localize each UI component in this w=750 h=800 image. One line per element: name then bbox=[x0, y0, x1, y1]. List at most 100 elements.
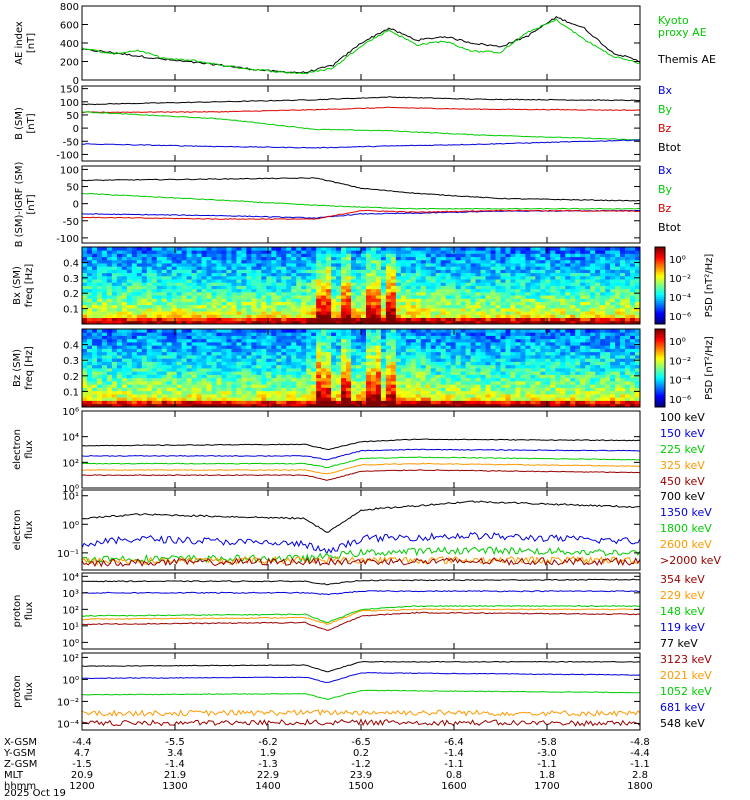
spectrogram-cell bbox=[261, 256, 267, 261]
spectrogram-cell bbox=[161, 361, 168, 366]
spectrogram-cell bbox=[605, 256, 611, 261]
spectrogram-cell bbox=[346, 348, 352, 353]
spectrogram-cell bbox=[186, 397, 193, 401]
spectrogram-cell bbox=[231, 355, 237, 359]
spectrogram-cell bbox=[410, 397, 417, 401]
spectrogram-cell bbox=[440, 397, 447, 401]
spectrogram-cell bbox=[540, 314, 546, 318]
spectrogram-cell bbox=[136, 400, 143, 405]
spectrogram-cell bbox=[370, 335, 377, 340]
spectrogram-cell bbox=[246, 269, 252, 274]
spectrogram-cell bbox=[385, 253, 392, 258]
spectrogram-cell bbox=[460, 351, 467, 356]
spectrogram-cell bbox=[341, 361, 347, 366]
spectrogram-cell bbox=[415, 272, 422, 277]
spectrogram-cell bbox=[570, 279, 576, 283]
spectrogram-cell bbox=[346, 394, 352, 398]
spectrogram-cell bbox=[176, 338, 183, 343]
spectrogram-cell bbox=[395, 400, 402, 405]
spectrogram-cell bbox=[331, 403, 337, 408]
spectrogram-cell bbox=[291, 371, 297, 375]
spectrogram-cell bbox=[206, 247, 212, 251]
spectrogram-cell bbox=[276, 320, 282, 325]
spectrogram-cell bbox=[510, 266, 516, 270]
spectrogram-cell bbox=[141, 269, 148, 274]
spectrogram-cell bbox=[136, 247, 143, 251]
spectrogram-cell bbox=[455, 269, 462, 274]
spectrogram-cell bbox=[131, 256, 138, 261]
spectrogram-cell bbox=[91, 285, 98, 290]
spectrogram-cell bbox=[186, 355, 193, 359]
spectrogram-cell bbox=[625, 320, 631, 325]
spectrogram-cell bbox=[331, 256, 337, 261]
spectrogram-cell bbox=[415, 295, 422, 299]
spectrogram-cell bbox=[226, 307, 232, 312]
spectrogram-cell bbox=[226, 263, 232, 267]
spectrogram-cell bbox=[370, 358, 377, 362]
spectrogram-cell bbox=[236, 394, 242, 398]
spectrogram-cell bbox=[266, 282, 272, 286]
spectrogram-cell bbox=[211, 317, 217, 322]
spectrogram-cell bbox=[465, 397, 471, 401]
spectrogram-cell bbox=[276, 394, 282, 398]
spectrogram-cell bbox=[580, 320, 586, 325]
spectrogram-cell bbox=[256, 250, 262, 254]
spectrogram-cell bbox=[445, 335, 452, 340]
spectrogram-cell bbox=[505, 263, 511, 267]
spectrogram-cell bbox=[415, 400, 422, 405]
spectrogram-cell bbox=[615, 307, 621, 312]
spectrogram-cell bbox=[86, 377, 93, 382]
spectrogram-cell bbox=[520, 282, 526, 286]
spectrogram-cell bbox=[475, 345, 481, 349]
spectrogram-cell bbox=[256, 358, 262, 362]
spectrogram-cell bbox=[181, 304, 188, 309]
spectrogram-cell bbox=[206, 397, 212, 401]
spectrogram-cell bbox=[465, 314, 471, 318]
spectrogram-cell bbox=[341, 301, 347, 306]
spectrogram-cell bbox=[276, 301, 282, 306]
spectrogram-cell bbox=[346, 285, 352, 290]
spectrogram-cell bbox=[625, 263, 631, 267]
spectrogram-cell bbox=[380, 266, 387, 270]
spectrogram-cell bbox=[256, 387, 262, 392]
spectrogram-cell bbox=[346, 329, 352, 333]
spectrogram-cell bbox=[311, 298, 317, 302]
spectrogram-cell bbox=[580, 317, 586, 322]
spectrogram-cell bbox=[545, 307, 551, 312]
spectrogram-cell bbox=[356, 279, 362, 283]
spectrogram-cell bbox=[385, 285, 392, 290]
spectrogram-cell bbox=[385, 381, 392, 385]
spectrogram-cell bbox=[550, 282, 556, 286]
spectrogram-cell bbox=[535, 307, 541, 312]
spectrogram-cell bbox=[226, 256, 232, 261]
spectrogram-cell bbox=[196, 311, 202, 315]
spectrogram-cell bbox=[216, 338, 222, 343]
spectrogram-cell bbox=[365, 345, 372, 349]
spectrogram-cell bbox=[625, 247, 631, 251]
spectrogram-cell bbox=[550, 304, 556, 309]
spectrogram-cell bbox=[375, 250, 382, 254]
spectrogram-cell bbox=[535, 259, 541, 264]
ylabel: AE index bbox=[14, 21, 25, 65]
spectrogram-cell bbox=[495, 314, 501, 318]
spectrogram-cell bbox=[191, 253, 197, 258]
spectrogram-cell bbox=[505, 256, 511, 261]
spectrogram-cell bbox=[395, 403, 402, 408]
spectrogram-cell bbox=[256, 320, 262, 325]
spectrogram-cell bbox=[515, 250, 521, 254]
spectrogram-cell bbox=[336, 338, 342, 343]
spectrogram-cell bbox=[336, 381, 342, 385]
spectrogram-cell bbox=[530, 275, 536, 280]
spectrogram-cell bbox=[570, 320, 576, 325]
series-line-bx bbox=[81, 209, 640, 219]
spectrogram-cell bbox=[440, 345, 447, 349]
spectrogram-cell bbox=[420, 282, 427, 286]
spectrogram-cell bbox=[311, 282, 317, 286]
spectrogram-cell bbox=[116, 374, 123, 379]
spectrogram-cell bbox=[271, 272, 277, 277]
spectrogram-cell bbox=[380, 288, 387, 293]
spectrogram-cell bbox=[246, 387, 252, 392]
spectrogram-cell bbox=[306, 351, 312, 356]
spectrogram-cell bbox=[181, 335, 188, 340]
spectrogram-cell bbox=[560, 275, 566, 280]
